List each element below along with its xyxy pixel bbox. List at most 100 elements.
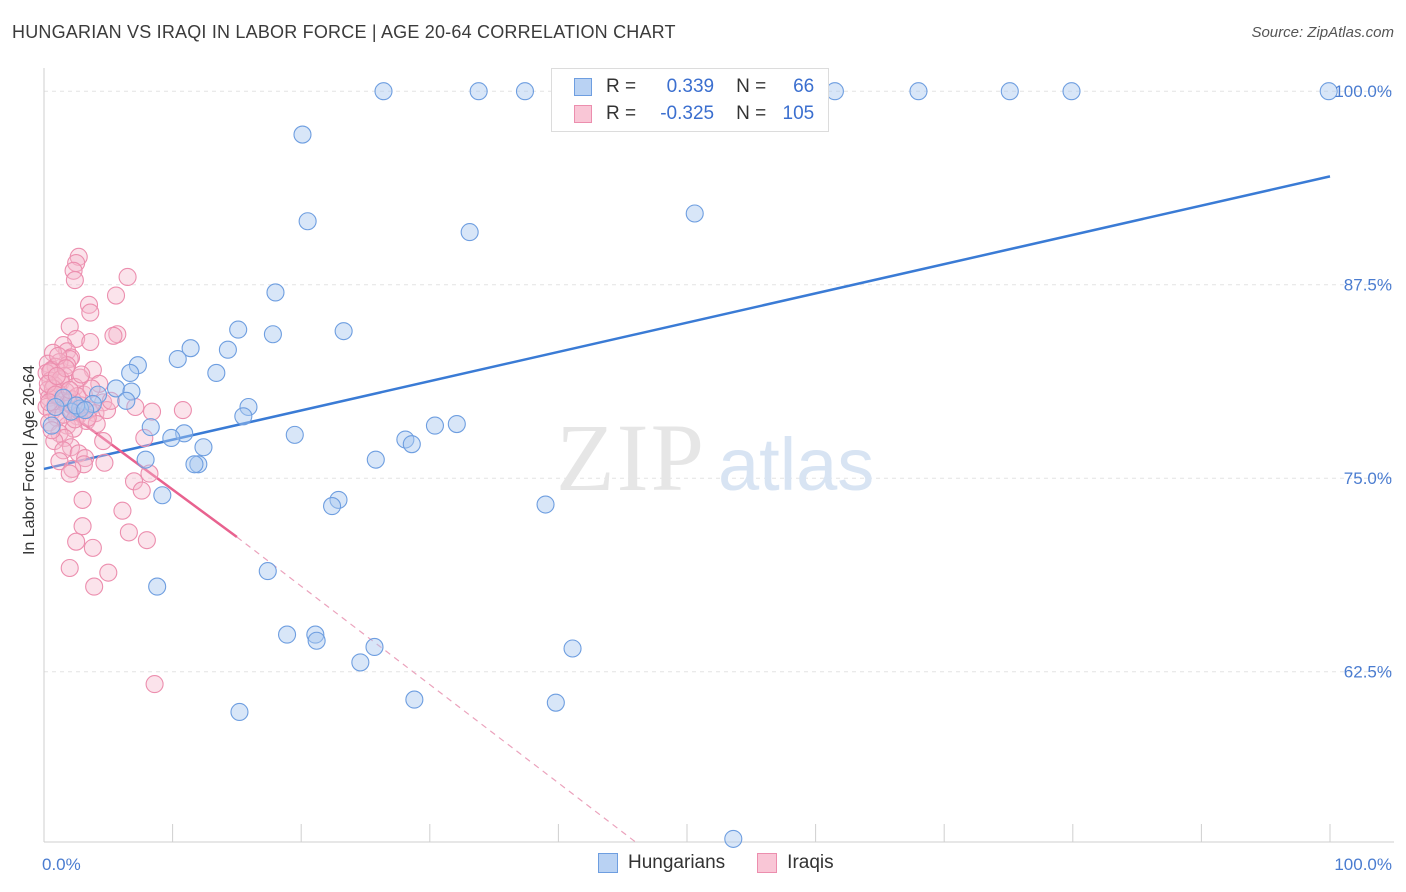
hungarian-point xyxy=(460,223,479,242)
hungarian-point xyxy=(181,339,200,358)
legend-swatch-blue xyxy=(574,78,592,96)
iraqi-point xyxy=(81,332,100,352)
hungarian-point xyxy=(469,82,488,101)
hungarian-point xyxy=(148,577,167,596)
iraqi-point xyxy=(79,295,99,314)
iraqi-point xyxy=(104,326,123,345)
iraqi-point xyxy=(99,563,118,582)
axes xyxy=(43,68,1394,843)
iraqi-point xyxy=(72,365,91,384)
tick-labels: 62.5% 75.0% 87.5% 100.0% 0.0% 100.0% xyxy=(42,82,1392,874)
hungarian-point xyxy=(307,631,326,650)
hungarian-point xyxy=(42,416,61,435)
hungarian-point xyxy=(515,82,535,101)
hungarian-point xyxy=(266,283,285,302)
hungarian-point xyxy=(298,212,317,231)
legend-label-hungarians: Hungarians xyxy=(628,852,726,873)
hungarian-point xyxy=(229,320,248,339)
x-tick-label-max: 100.0% xyxy=(1334,855,1392,874)
legend-n-value-hungarians: 66 xyxy=(793,76,815,97)
iraqi-point xyxy=(69,444,88,463)
iraqi-point xyxy=(124,472,144,491)
correlation-legend: R = 0.339 N = 66 R = -0.325 N = 105 xyxy=(551,68,829,132)
y-tick-label: 75.0% xyxy=(1344,469,1392,488)
hungarians-points xyxy=(42,82,1338,848)
hungarian-point xyxy=(351,653,370,672)
hungarian-point xyxy=(909,82,928,101)
x-tick-label-min: 0.0% xyxy=(42,855,81,874)
hungarian-point xyxy=(207,363,226,383)
hungarian-point xyxy=(258,562,277,581)
source-label: Source: ZipAtlas.com xyxy=(1251,24,1394,41)
hungarian-point xyxy=(724,829,743,848)
hungarian-point xyxy=(685,204,704,223)
hungarian-point xyxy=(365,637,384,657)
hungarian-point xyxy=(366,450,385,469)
legend-item-iraqis[interactable]: Iraqis xyxy=(757,852,834,874)
hungarian-point xyxy=(185,455,204,474)
hungarian-point xyxy=(285,425,304,444)
iraqi-point xyxy=(173,401,192,420)
hungarian-point xyxy=(239,397,258,417)
iraqi-point xyxy=(140,464,159,483)
hungarian-point xyxy=(76,401,95,420)
hungarian-point xyxy=(425,416,444,435)
iraqi-point xyxy=(42,421,61,440)
iraqi-point xyxy=(118,267,137,287)
hungarian-point xyxy=(67,396,86,415)
iraqi-point xyxy=(106,286,126,305)
hungarian-point xyxy=(189,455,208,474)
iraqi-point xyxy=(113,501,132,520)
hungarian-point xyxy=(117,391,136,410)
legend-r-label: R = xyxy=(606,103,637,124)
hungarian-point xyxy=(141,418,160,437)
legend-label-iraqis: Iraqis xyxy=(787,852,834,873)
iraqi-point xyxy=(73,490,92,509)
legend-n-value-iraqis: 105 xyxy=(782,103,815,124)
iraqi-point xyxy=(47,367,66,386)
hungarian-point xyxy=(234,407,253,426)
hungarian-point xyxy=(230,702,249,722)
hungarian-point xyxy=(136,450,155,469)
hungarian-point xyxy=(306,625,325,644)
hungarian-point xyxy=(374,82,393,101)
iraqi-point xyxy=(40,393,59,412)
iraqi-point xyxy=(76,449,95,468)
hungarian-point xyxy=(563,639,582,658)
iraqi-point xyxy=(60,464,79,483)
hungarian-point xyxy=(106,379,126,398)
iraqi-point xyxy=(81,303,100,322)
watermark-atlas: atlas xyxy=(718,423,874,506)
hungarian-point xyxy=(402,435,421,454)
hungarian-point xyxy=(334,322,353,341)
iraqis-trend-extension xyxy=(236,536,636,843)
hungarian-point xyxy=(263,325,282,344)
gridlines xyxy=(44,90,1394,673)
iraqi-point xyxy=(64,261,83,280)
hungarian-point xyxy=(128,356,147,375)
iraqi-point xyxy=(145,675,164,694)
iraqis-points xyxy=(37,247,192,694)
legend-swatch-iraqis xyxy=(757,853,778,873)
iraqi-point xyxy=(132,481,151,500)
legend-swatch-hungarians xyxy=(598,853,618,873)
legend-r-value-hungarians: 0.339 xyxy=(666,76,715,97)
hungarian-point xyxy=(293,125,312,144)
hungarian-point xyxy=(218,340,237,359)
iraqi-point xyxy=(74,455,93,474)
watermark-zip: ZIP xyxy=(556,404,706,511)
y-tick-label: 62.5% xyxy=(1344,663,1392,682)
legend-row-iraqis: R = -0.325 N = 105 xyxy=(574,102,814,126)
legend-r-value-iraqis: -0.325 xyxy=(660,103,715,124)
iraqi-point xyxy=(54,441,73,460)
iraqi-point xyxy=(73,517,92,536)
legend-item-hungarians[interactable]: Hungarians xyxy=(598,852,725,874)
legend-n-label: N = xyxy=(736,76,767,97)
hungarian-point xyxy=(46,397,65,417)
hungarian-point xyxy=(323,497,342,516)
legend-row-hungarians: R = 0.339 N = 66 xyxy=(574,75,814,99)
hungarian-point xyxy=(536,495,555,514)
iraqi-point xyxy=(135,428,154,448)
iraqi-point xyxy=(94,432,113,451)
